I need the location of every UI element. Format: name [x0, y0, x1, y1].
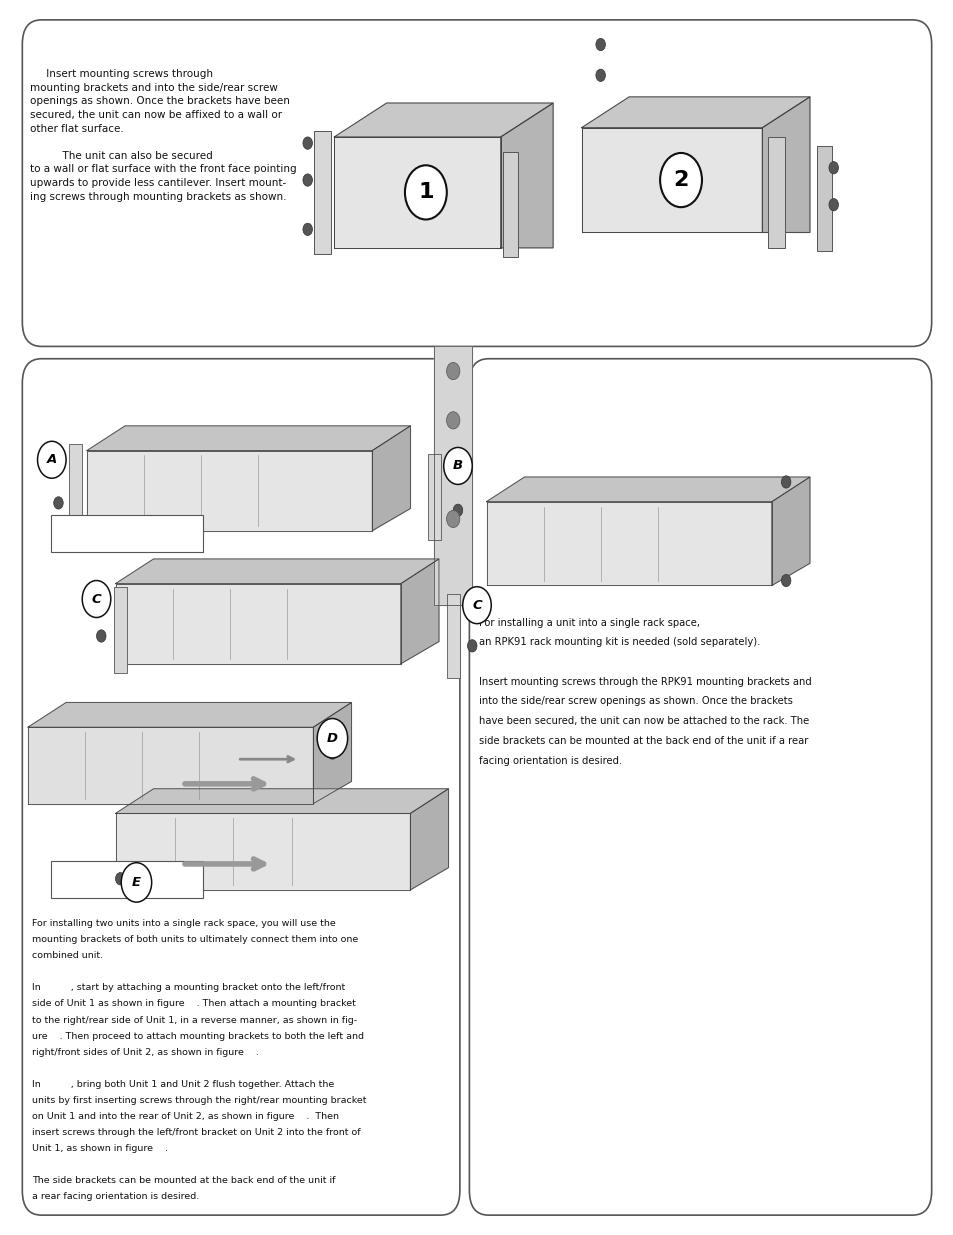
Text: units by first inserting screws through the right/rear mounting bracket: units by first inserting screws through …	[31, 1095, 366, 1104]
FancyBboxPatch shape	[767, 137, 784, 248]
Polygon shape	[486, 477, 809, 501]
Circle shape	[462, 587, 491, 624]
Polygon shape	[410, 789, 448, 890]
Text: ure    . Then proceed to attach mounting brackets to both the left and: ure . Then proceed to attach mounting br…	[31, 1031, 363, 1041]
Polygon shape	[761, 96, 809, 232]
Circle shape	[446, 362, 459, 379]
FancyBboxPatch shape	[51, 862, 203, 898]
Text: an RPK91 rack mounting kit is needed (sold separately).: an RPK91 rack mounting kit is needed (so…	[478, 637, 760, 647]
Polygon shape	[434, 346, 472, 605]
Circle shape	[303, 137, 313, 149]
FancyBboxPatch shape	[22, 358, 459, 1215]
Circle shape	[303, 224, 313, 236]
Circle shape	[327, 747, 336, 760]
Circle shape	[453, 504, 462, 516]
Circle shape	[446, 411, 459, 429]
FancyBboxPatch shape	[69, 445, 82, 537]
FancyBboxPatch shape	[446, 594, 459, 678]
FancyBboxPatch shape	[427, 453, 440, 540]
Polygon shape	[87, 451, 372, 531]
Circle shape	[596, 38, 605, 51]
Polygon shape	[400, 559, 438, 663]
FancyBboxPatch shape	[816, 146, 831, 251]
Polygon shape	[28, 703, 351, 727]
Circle shape	[446, 461, 459, 478]
Circle shape	[828, 162, 838, 174]
Text: side brackets can be mounted at the back end of the unit if a rear: side brackets can be mounted at the back…	[478, 736, 807, 746]
FancyBboxPatch shape	[314, 131, 331, 254]
Polygon shape	[115, 789, 448, 814]
Polygon shape	[500, 103, 553, 248]
Text: right/front sides of Unit 2, as shown in figure    .: right/front sides of Unit 2, as shown in…	[31, 1047, 258, 1057]
Text: into the side/rear screw openings as shown. Once the brackets: into the side/rear screw openings as sho…	[478, 697, 792, 706]
Polygon shape	[314, 703, 351, 804]
Text: 2: 2	[673, 170, 688, 190]
Polygon shape	[28, 727, 314, 804]
Polygon shape	[115, 584, 400, 663]
FancyBboxPatch shape	[502, 152, 517, 257]
Text: on Unit 1 and into the rear of Unit 2, as shown in figure    .  Then: on Unit 1 and into the rear of Unit 2, a…	[31, 1112, 338, 1120]
FancyBboxPatch shape	[51, 515, 203, 552]
Circle shape	[82, 580, 111, 618]
Circle shape	[303, 174, 313, 186]
Text: C: C	[472, 599, 481, 611]
Text: A: A	[47, 453, 57, 467]
Circle shape	[828, 199, 838, 211]
Circle shape	[121, 863, 152, 902]
Circle shape	[37, 441, 66, 478]
Polygon shape	[771, 477, 809, 585]
Circle shape	[115, 873, 125, 885]
Polygon shape	[115, 559, 438, 584]
Circle shape	[781, 475, 790, 488]
Text: Insert mounting screws through the RPK91 mounting brackets and: Insert mounting screws through the RPK91…	[478, 677, 811, 687]
Text: The side brackets can be mounted at the back end of the unit if: The side brackets can be mounted at the …	[31, 1176, 335, 1184]
Text: In          , start by attaching a mounting bracket onto the left/front: In , start by attaching a mounting brack…	[31, 983, 345, 993]
FancyBboxPatch shape	[22, 20, 931, 346]
Polygon shape	[87, 426, 410, 451]
Circle shape	[130, 881, 139, 892]
Circle shape	[659, 153, 701, 207]
Text: combined unit.: combined unit.	[31, 951, 103, 961]
Text: side of Unit 1 as shown in figure    . Then attach a mounting bracket: side of Unit 1 as shown in figure . Then…	[31, 999, 355, 1009]
Text: Insert mounting screws through
mounting brackets and into the side/rear screw
op: Insert mounting screws through mounting …	[30, 69, 296, 201]
Circle shape	[596, 69, 605, 82]
Polygon shape	[334, 103, 553, 137]
Polygon shape	[115, 814, 410, 890]
Text: C: C	[91, 593, 101, 605]
Text: have been secured, the unit can now be attached to the rack. The: have been secured, the unit can now be a…	[478, 716, 808, 726]
Circle shape	[443, 447, 472, 484]
Text: In          , bring both Unit 1 and Unit 2 flush together. Attach the: In , bring both Unit 1 and Unit 2 flush …	[31, 1079, 334, 1088]
Text: D: D	[327, 732, 337, 745]
Circle shape	[446, 510, 459, 527]
Text: facing orientation is desired.: facing orientation is desired.	[478, 756, 621, 766]
Polygon shape	[581, 127, 761, 232]
Polygon shape	[486, 501, 771, 585]
Circle shape	[96, 593, 106, 605]
Text: Unit 1, as shown in figure    .: Unit 1, as shown in figure .	[31, 1144, 168, 1152]
Text: a rear facing orientation is desired.: a rear facing orientation is desired.	[31, 1192, 199, 1200]
Text: B: B	[453, 459, 462, 473]
Polygon shape	[334, 137, 500, 248]
Circle shape	[453, 469, 462, 482]
Text: For installing a unit into a single rack space,: For installing a unit into a single rack…	[478, 618, 700, 627]
Polygon shape	[581, 96, 809, 127]
Circle shape	[316, 719, 347, 758]
Text: mounting brackets of both units to ultimately connect them into one: mounting brackets of both units to ultim…	[31, 935, 357, 945]
Circle shape	[53, 496, 63, 509]
Circle shape	[467, 605, 476, 618]
FancyBboxPatch shape	[113, 587, 127, 673]
Circle shape	[467, 640, 476, 652]
Circle shape	[96, 630, 106, 642]
Text: 1: 1	[417, 183, 434, 203]
Text: to the right/rear side of Unit 1, in a reverse manner, as shown in fig-: to the right/rear side of Unit 1, in a r…	[31, 1015, 356, 1025]
FancyBboxPatch shape	[469, 358, 931, 1215]
Circle shape	[53, 459, 63, 472]
Text: insert screws through the left/front bracket on Unit 2 into the front of: insert screws through the left/front bra…	[31, 1128, 360, 1136]
Text: For installing two units into a single rack space, you will use the: For installing two units into a single r…	[31, 919, 335, 929]
Polygon shape	[372, 426, 410, 531]
Circle shape	[781, 574, 790, 587]
Circle shape	[404, 165, 446, 220]
Text: E: E	[132, 876, 141, 889]
